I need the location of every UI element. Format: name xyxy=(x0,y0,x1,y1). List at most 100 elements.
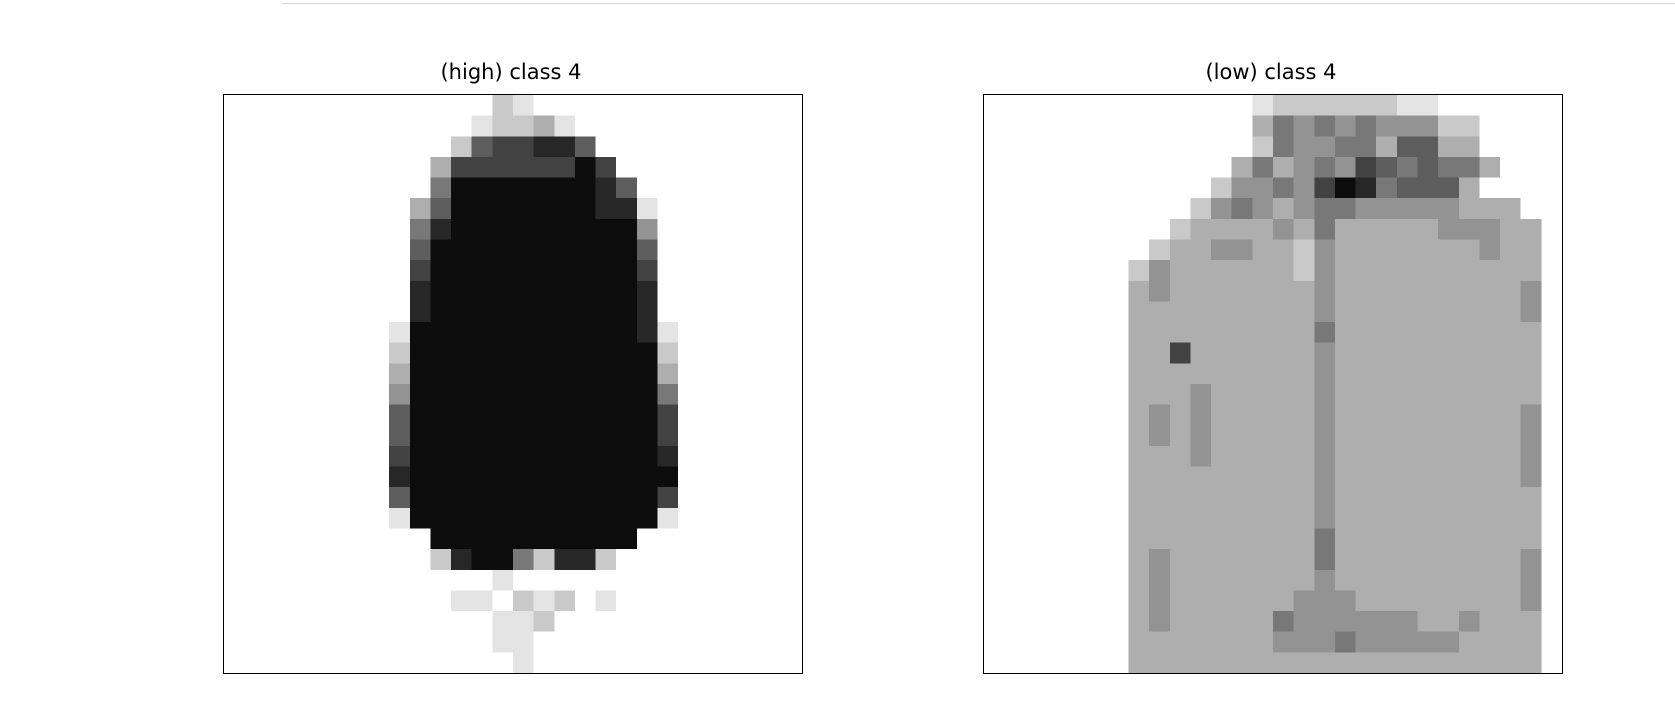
pixel xyxy=(1231,218,1253,240)
pixel xyxy=(1190,466,1212,488)
pixel xyxy=(1500,611,1521,632)
pixel xyxy=(1355,322,1377,343)
pixel xyxy=(1211,260,1232,281)
pixel xyxy=(430,198,452,219)
pixel xyxy=(1314,652,1335,673)
pixel xyxy=(1273,198,1294,219)
pixel xyxy=(1438,322,1459,343)
pixel xyxy=(1438,611,1459,632)
pixel xyxy=(430,322,452,343)
pixel xyxy=(471,156,493,178)
pixel xyxy=(1314,445,1335,467)
pixel xyxy=(1169,549,1191,570)
pixel xyxy=(1334,218,1356,240)
pixel xyxy=(1376,95,1397,116)
pixel xyxy=(451,218,472,240)
pixel xyxy=(1314,301,1335,323)
pixel xyxy=(1355,507,1377,529)
pixel xyxy=(1376,466,1397,488)
pixel xyxy=(492,466,513,488)
pixel xyxy=(1458,487,1480,508)
pixel xyxy=(616,198,637,219)
pixel xyxy=(1355,115,1377,137)
pixel xyxy=(1293,218,1315,240)
pixel xyxy=(574,384,596,405)
pixel xyxy=(1211,198,1232,219)
panel-title-low: (low) class 4 xyxy=(1205,60,1337,84)
pixel xyxy=(1376,280,1397,302)
pixel xyxy=(1396,445,1418,467)
pixel xyxy=(1417,631,1439,653)
pixel xyxy=(1273,466,1294,488)
pixel xyxy=(595,466,617,488)
pixel xyxy=(1479,301,1501,323)
pixel xyxy=(1252,528,1273,550)
pixel xyxy=(1417,425,1439,446)
pixel xyxy=(492,384,513,405)
pixel xyxy=(492,198,513,219)
pixel xyxy=(1458,631,1480,653)
pixel xyxy=(1458,322,1480,343)
pixel xyxy=(1376,445,1397,467)
pixel xyxy=(1376,115,1397,137)
pixel xyxy=(409,363,431,384)
pixel xyxy=(1231,260,1253,281)
pixel xyxy=(1334,342,1356,364)
pixel xyxy=(1334,569,1356,591)
pixel xyxy=(513,177,534,199)
pixel xyxy=(1252,487,1273,508)
pixel xyxy=(1273,384,1294,405)
pixel xyxy=(1314,260,1335,281)
pixel xyxy=(636,425,658,446)
pixel xyxy=(451,445,472,467)
pixel xyxy=(1252,363,1273,384)
pixel xyxy=(657,507,679,529)
pixel xyxy=(1149,301,1170,323)
pixel xyxy=(513,95,534,116)
pixel xyxy=(1252,652,1273,673)
pixel xyxy=(513,156,534,178)
pixel xyxy=(554,218,575,240)
pixel xyxy=(1520,239,1542,261)
pixel xyxy=(636,218,658,240)
pixel xyxy=(1273,363,1294,384)
pixel xyxy=(1211,507,1232,529)
pixel xyxy=(1293,404,1315,426)
pixel xyxy=(1314,322,1335,343)
pixel xyxy=(1520,590,1542,612)
pixel xyxy=(1149,528,1170,550)
pixel xyxy=(1169,301,1191,323)
pixel xyxy=(471,507,493,529)
pixel xyxy=(1438,342,1459,364)
pixel xyxy=(574,404,596,426)
pixel xyxy=(1190,631,1212,653)
pixel xyxy=(1396,549,1418,570)
pixel xyxy=(513,611,534,632)
pixel xyxy=(1334,280,1356,302)
pixel xyxy=(1128,445,1150,467)
pixel xyxy=(1458,425,1480,446)
pixel xyxy=(1355,260,1377,281)
pixel xyxy=(1479,528,1501,550)
pixel xyxy=(471,445,493,467)
pixel xyxy=(492,156,513,178)
pixel xyxy=(1252,156,1273,178)
pixel xyxy=(409,342,431,364)
pixel xyxy=(492,218,513,240)
pixel xyxy=(1334,260,1356,281)
pixel xyxy=(657,322,679,343)
pixel xyxy=(1355,445,1377,467)
pixel xyxy=(554,156,575,178)
pixel xyxy=(1211,301,1232,323)
pixel xyxy=(1520,569,1542,591)
pixel xyxy=(1479,239,1501,261)
pixel xyxy=(1500,384,1521,405)
pixel xyxy=(1314,156,1335,178)
pixel xyxy=(616,280,637,302)
pixel xyxy=(1458,136,1480,157)
pixel xyxy=(1273,115,1294,137)
pixel xyxy=(574,156,596,178)
pixel xyxy=(1231,280,1253,302)
pixel xyxy=(471,280,493,302)
pixel xyxy=(1355,239,1377,261)
